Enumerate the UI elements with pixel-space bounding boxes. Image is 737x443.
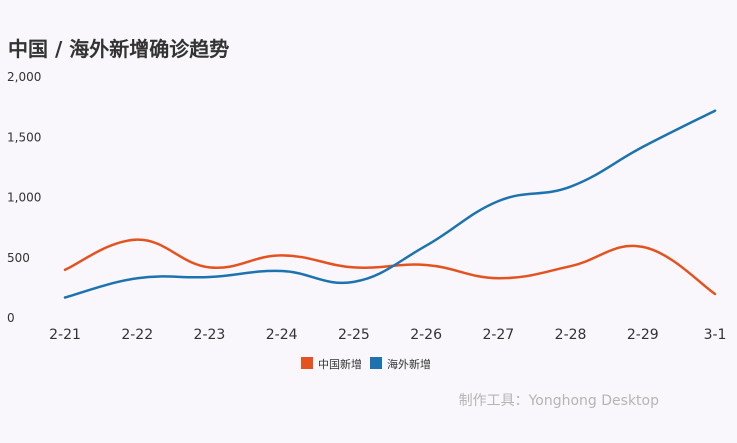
x-tick-label: 2-28 (555, 327, 587, 343)
y-tick-label: 500 (7, 251, 30, 265)
y-tick-label: 2,000 (7, 70, 41, 84)
legend-label: 海外新增 (387, 357, 431, 371)
series-lines (63, 109, 717, 299)
x-tick-label: 2-24 (266, 327, 298, 343)
x-tick-label: 2-23 (194, 327, 226, 343)
x-tick-label: 2-26 (410, 327, 442, 343)
y-axis: 0 500 1,000 1,500 2,000 (7, 70, 41, 325)
legend-swatch (301, 357, 313, 369)
legend-swatch (370, 357, 382, 369)
watermark: 制作工具：Yonghong Desktop (459, 393, 660, 409)
legend-label: 中国新增 (318, 357, 362, 371)
y-tick-label: 0 (7, 311, 15, 325)
x-tick-label: 3-1 (704, 327, 727, 343)
x-tick-label: 2-25 (338, 327, 370, 343)
series-line-1 (63, 109, 717, 299)
y-tick-label: 1,000 (7, 191, 41, 205)
series-line-0 (63, 238, 717, 296)
x-axis: 2-21 2-22 2-23 2-24 2-25 2-26 2-27 2-28 2-29 3-1 (49, 327, 726, 343)
x-tick-label: 2-21 (49, 327, 81, 343)
chart-title: 中国 / 海外新增确诊趋势 (8, 37, 229, 61)
x-tick-label: 2-29 (627, 327, 659, 343)
y-tick-label: 1,500 (7, 130, 41, 144)
x-tick-label: 2-27 (482, 327, 514, 343)
legend: 中国新增 海外新增 (301, 357, 431, 371)
x-tick-label: 2-22 (121, 327, 153, 343)
